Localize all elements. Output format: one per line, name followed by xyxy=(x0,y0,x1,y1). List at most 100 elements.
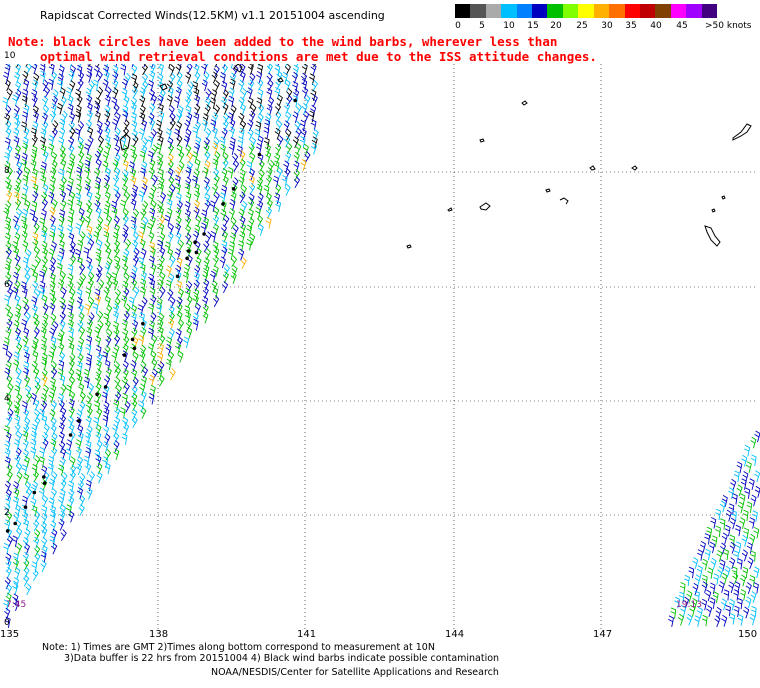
x-axis-label: 147 xyxy=(593,629,613,640)
wind-barb xyxy=(58,351,66,364)
wind-barb xyxy=(85,462,92,475)
wind-barb xyxy=(59,190,67,203)
wind-barb xyxy=(49,280,56,293)
wind-speed-color-scale: 0 5 10 15 20 25 30 35 40 45 >50 knots xyxy=(455,4,752,34)
wind-barb xyxy=(32,79,39,92)
wind-barb xyxy=(731,510,737,522)
wind-barb xyxy=(77,319,84,332)
wind-barb xyxy=(149,70,156,83)
wind-barb xyxy=(4,152,11,164)
wind-barb xyxy=(4,577,11,590)
wind-barb xyxy=(75,368,82,381)
wind-barb xyxy=(265,192,272,205)
wind-barb xyxy=(715,508,722,521)
wind-barb xyxy=(3,542,10,555)
wind-barb xyxy=(202,303,209,316)
pass-time-label: 7:45 xyxy=(6,600,27,610)
wind-barb xyxy=(60,95,67,108)
wind-barb xyxy=(41,368,48,381)
wind-barb xyxy=(77,160,84,173)
wind-barb xyxy=(49,176,56,188)
wind-barb xyxy=(58,440,66,453)
wind-barb xyxy=(221,246,228,259)
wind-barb xyxy=(295,103,302,116)
wind-barb xyxy=(130,278,138,291)
wind-barb xyxy=(4,177,11,189)
wind-barb xyxy=(749,533,756,546)
wind-barb xyxy=(112,231,119,244)
wind-barb xyxy=(88,238,95,251)
wind-barb xyxy=(750,454,757,466)
wind-barb xyxy=(149,64,156,75)
wind-barb xyxy=(121,376,128,389)
wind-barb xyxy=(65,504,72,516)
wind-barb xyxy=(94,199,101,212)
wind-barb xyxy=(247,96,254,109)
wind-barb xyxy=(729,534,735,546)
wind-barb xyxy=(222,175,229,188)
wind-barb xyxy=(238,176,245,189)
wind-barb xyxy=(5,326,12,339)
wind-barb xyxy=(229,241,235,253)
wind-barb xyxy=(3,425,10,437)
wind-barb xyxy=(34,510,41,523)
wind-barb xyxy=(222,271,229,284)
wind-barb xyxy=(24,264,31,277)
wind-barb xyxy=(255,143,262,155)
wind-barb xyxy=(274,87,281,99)
wind-barb xyxy=(86,256,93,269)
wind-barb xyxy=(247,79,255,92)
wind-barb xyxy=(238,208,245,221)
wind-barb xyxy=(186,112,193,125)
wind-barb xyxy=(274,64,281,76)
wind-barb xyxy=(696,606,703,619)
wind-barb xyxy=(87,382,95,395)
wind-barb xyxy=(167,288,174,301)
wind-barb xyxy=(275,110,282,123)
wind-barb xyxy=(48,478,55,491)
wind-barb xyxy=(710,557,717,570)
wind-barb xyxy=(32,271,39,283)
wind-barb xyxy=(85,359,92,371)
wind-barb xyxy=(176,144,183,157)
wind-barb xyxy=(3,207,10,220)
wind-barb xyxy=(285,142,293,155)
wind-barb xyxy=(184,287,191,300)
y-axis-label: 8 xyxy=(4,166,10,176)
wind-barb xyxy=(131,151,138,164)
wind-barb xyxy=(131,64,138,77)
wind-barb xyxy=(92,302,99,315)
wind-barb xyxy=(694,615,701,627)
wind-barb xyxy=(48,134,55,147)
wind-barb xyxy=(42,95,49,108)
wind-barb xyxy=(41,264,48,277)
wind-barb xyxy=(730,478,737,491)
wind-barb xyxy=(41,256,48,269)
wind-barb xyxy=(48,78,54,91)
wind-barb xyxy=(141,297,148,310)
wind-barb xyxy=(123,382,130,395)
wind-barb xyxy=(723,548,729,561)
wind-barb xyxy=(689,605,696,617)
wind-barb xyxy=(257,88,264,101)
wind-barb xyxy=(223,214,230,227)
wind-barb xyxy=(94,182,101,195)
wind-barb xyxy=(60,176,67,189)
wind-barb xyxy=(122,263,129,276)
wind-barb xyxy=(50,416,57,429)
wind-barb xyxy=(40,551,47,563)
wind-barb xyxy=(211,71,218,84)
scale-swatch xyxy=(609,4,626,18)
wind-barb xyxy=(246,224,253,237)
wind-barb xyxy=(202,166,209,179)
wind-barb xyxy=(139,344,147,357)
wind-barb xyxy=(68,296,75,309)
wind-barb xyxy=(277,135,284,148)
wind-barb xyxy=(123,248,130,261)
wind-barb xyxy=(58,215,65,228)
wind-barb xyxy=(4,304,12,317)
wind-barb xyxy=(33,246,41,259)
contamination-circle xyxy=(257,152,262,157)
wind-barb xyxy=(75,88,82,101)
wind-barb xyxy=(694,590,700,602)
